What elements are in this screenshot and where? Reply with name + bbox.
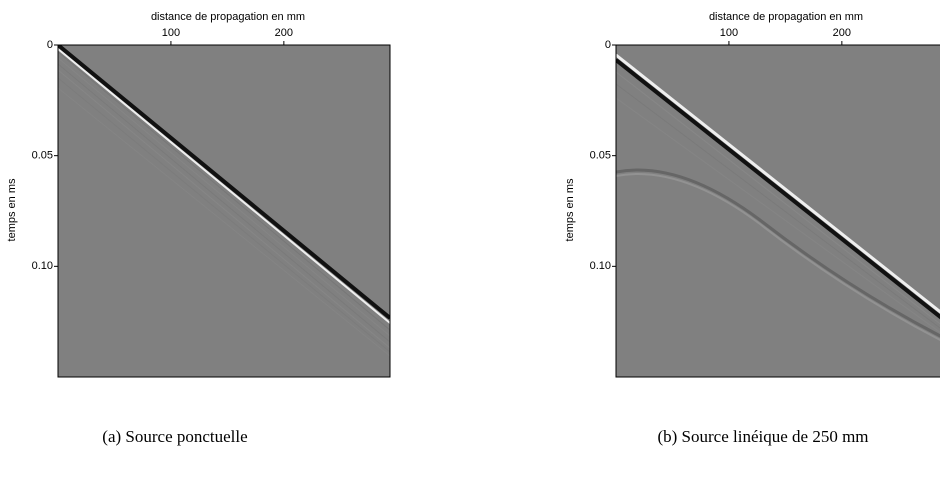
y-axis-label: temps en ms [564,178,576,241]
y-tick-label: 0.05 [32,150,53,162]
plot-frame [615,44,940,378]
y-axis-label: temps en ms [6,178,18,241]
x-tick-label: 100 [162,27,180,39]
x-tick-label: 200 [275,27,293,39]
y-tick-label: 0.10 [590,260,611,272]
x-tick-label: 100 [720,27,738,39]
wave-image [616,45,940,377]
caption: (b) Source linéique de 250 mm [657,427,868,446]
y-tick-label: 0.10 [32,260,53,272]
y-tick-label: 0 [47,39,53,51]
y-tick-label: 0 [605,39,611,51]
y-tick-label: 0.05 [590,150,611,162]
caption: (a) Source ponctuelle [102,427,247,446]
x-axis-label: distance de propagation en mm [709,11,863,23]
wave-image [58,45,390,377]
x-tick-label: 200 [833,27,851,39]
x-axis-label: distance de propagation en mm [151,11,305,23]
plot-frame [57,44,391,378]
